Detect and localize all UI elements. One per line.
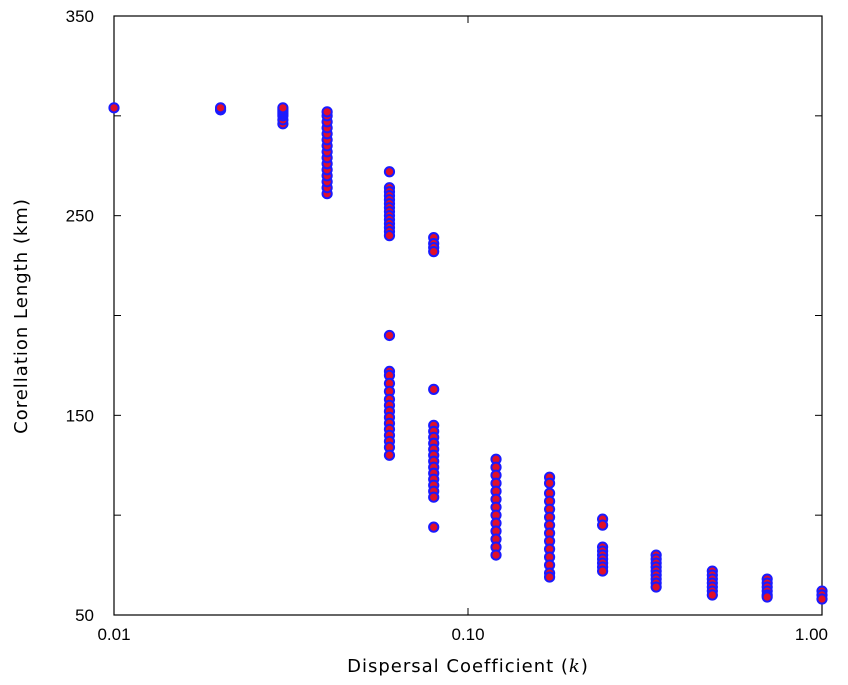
data-point	[108, 102, 120, 114]
y-tick-label: 150	[66, 406, 94, 425]
data-point	[383, 449, 396, 461]
data-point	[543, 477, 556, 489]
x-tick-labels: 0.01 0.10 1.00	[97, 625, 828, 644]
y-tick-labels: 50 150 250 350	[66, 7, 94, 625]
data-point	[428, 521, 440, 533]
data-point	[428, 246, 440, 258]
data-point	[490, 549, 502, 561]
y-tick-label: 250	[66, 207, 94, 226]
data-point	[761, 591, 773, 603]
data-point	[428, 383, 440, 395]
data-point	[277, 102, 289, 114]
data-point	[650, 581, 662, 593]
data-point	[596, 519, 609, 531]
x-axis-title: Dispersal Coefficient (k)	[347, 656, 589, 677]
x-tick-label: 0.01	[97, 625, 130, 644]
data-point	[543, 571, 556, 583]
y-tick-label: 50	[75, 606, 94, 625]
x-tick-label: 0.10	[451, 625, 484, 644]
data-point	[596, 565, 609, 577]
x-tick-label: 1.00	[795, 625, 828, 644]
data-point	[214, 102, 227, 114]
data-points	[108, 102, 828, 605]
data-point	[383, 230, 396, 242]
data-point	[816, 593, 828, 605]
data-point	[383, 166, 396, 178]
axis-ticks	[113, 15, 823, 616]
y-axis-title: Corellation Length (km)	[11, 198, 32, 434]
data-point	[321, 106, 333, 118]
data-point	[383, 329, 396, 342]
y-tick-label: 350	[66, 7, 94, 26]
data-point	[706, 589, 718, 601]
data-point	[428, 491, 440, 503]
